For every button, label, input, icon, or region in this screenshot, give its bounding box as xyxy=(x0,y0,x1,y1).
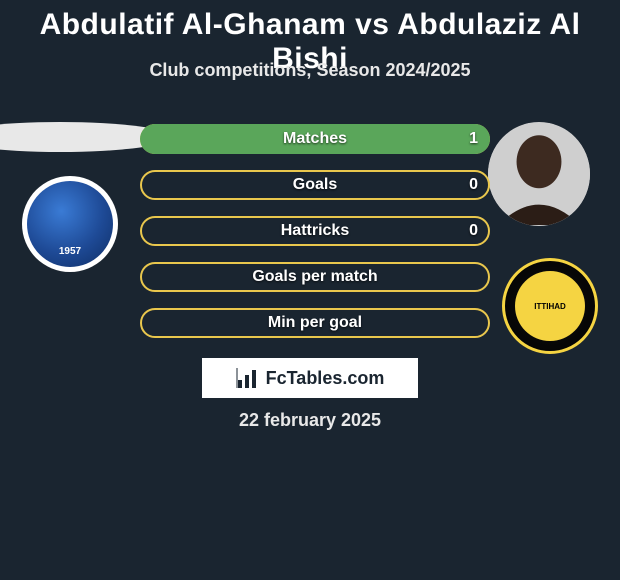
subtitle: Club competitions, Season 2024/2025 xyxy=(0,60,620,81)
club-badge-right-inner: ITTIHAD xyxy=(515,271,585,341)
stat-row: Hattricks0 xyxy=(140,216,490,246)
club-badge-left: 1957 xyxy=(22,176,118,272)
stat-label: Goals per match xyxy=(140,262,490,292)
avatar-right xyxy=(488,122,590,226)
stat-label: Min per goal xyxy=(140,308,490,338)
club-badge-right-text: ITTIHAD xyxy=(534,302,566,311)
stat-value-right: 0 xyxy=(469,216,478,246)
comparison-card: Abdulatif Al-Ghanam vs Abdulaziz Al Bish… xyxy=(0,0,620,580)
stat-row: Goals per match xyxy=(140,262,490,292)
stat-row: Min per goal xyxy=(140,308,490,338)
club-badge-right: ITTIHAD xyxy=(502,258,598,354)
club-badge-left-inner: 1957 xyxy=(27,181,113,267)
club-badge-left-text: 1957 xyxy=(59,246,81,257)
footer-date: 22 february 2025 xyxy=(0,410,620,431)
avatar-right-silhouette-icon xyxy=(488,122,590,226)
stat-value-right: 1 xyxy=(469,124,478,154)
stat-row: Matches1 xyxy=(140,124,490,154)
stat-value-right: 0 xyxy=(469,170,478,200)
comparison-bars: Matches1Goals0Hattricks0Goals per matchM… xyxy=(140,124,490,354)
stat-label: Matches xyxy=(140,124,490,154)
brand-box: FcTables.com xyxy=(202,358,418,398)
stat-label: Hattricks xyxy=(140,216,490,246)
stat-label: Goals xyxy=(140,170,490,200)
brand-text: FcTables.com xyxy=(266,368,385,389)
bar-chart-icon xyxy=(236,366,260,390)
stat-row: Goals0 xyxy=(140,170,490,200)
